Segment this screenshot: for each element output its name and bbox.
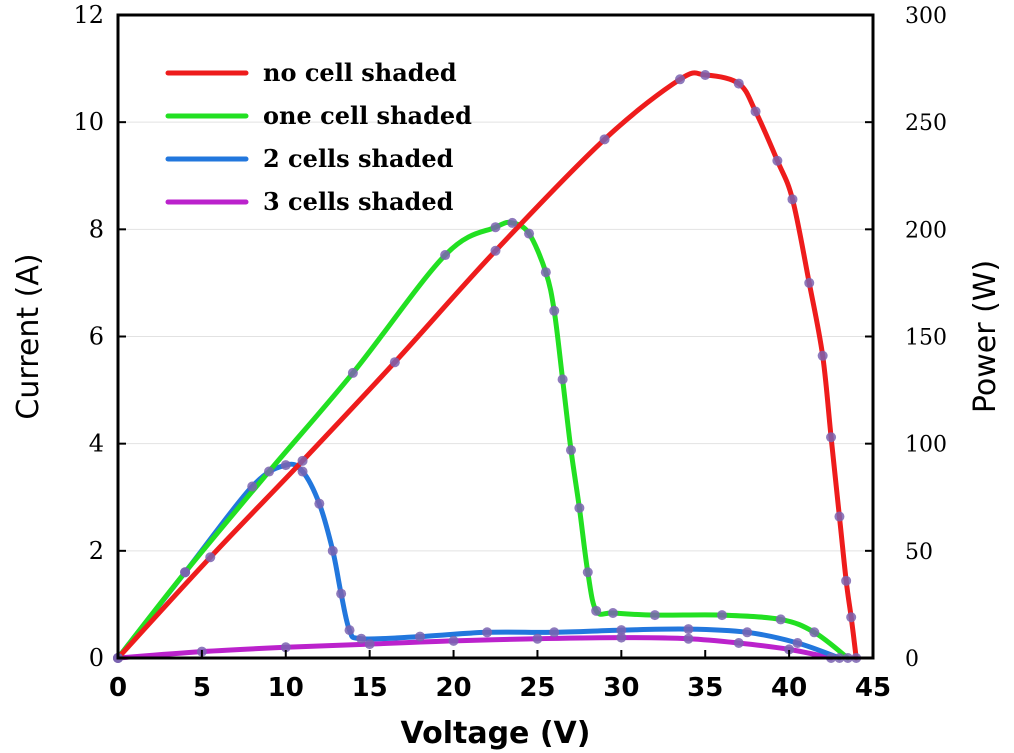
data-point-one-cell-shaded (557, 374, 568, 385)
data-point-no-cell-shaded (841, 575, 852, 586)
y2-tick-label: 300 (905, 4, 947, 29)
x-tick-label: 0 (109, 673, 127, 703)
data-point-2-cells-shaded (327, 545, 338, 556)
data-point-2-cells-shaded (356, 633, 367, 644)
data-point-3-cells-shaded (733, 637, 744, 648)
x-tick-label: 25 (519, 673, 555, 703)
y-tick-label: 2 (89, 537, 104, 565)
y2-axis-title: Power (W) (968, 260, 1003, 413)
y-tick-label: 8 (89, 215, 104, 243)
data-point-no-cell-shaded (834, 511, 845, 522)
data-point-one-cell-shaded (574, 502, 585, 513)
y2-tick-label: 200 (905, 218, 947, 243)
data-point-no-cell-shaded (599, 134, 610, 145)
data-point-no-cell-shaded (733, 78, 744, 89)
data-point-3-cells-shaded (448, 635, 459, 646)
legend-label-3-cells-shaded: 3 cells shaded (263, 187, 454, 216)
data-point-2-cells-shaded (336, 588, 347, 599)
y-tick-label: 12 (73, 1, 104, 29)
legend-label-one-cell-shaded: one cell shaded (263, 101, 472, 130)
data-point-2-cells-shaded (247, 481, 258, 492)
x-tick-label: 35 (687, 673, 723, 703)
data-point-one-cell-shaded (524, 228, 535, 239)
data-point-3-cells-shaded (784, 644, 795, 655)
data-point-one-cell-shaded (775, 614, 786, 625)
data-point-no-cell-shaded (772, 155, 783, 166)
y-tick-label: 4 (89, 430, 104, 458)
x-tick-label: 20 (435, 673, 471, 703)
y2-tick-label: 150 (905, 326, 947, 351)
data-point-3-cells-shaded (683, 633, 694, 644)
data-point-no-cell-shaded (389, 357, 400, 368)
legend-label-2-cells-shaded: 2 cells shaded (263, 144, 454, 173)
data-point-2-cells-shaded (742, 627, 753, 638)
data-point-one-cell-shaded (607, 607, 618, 618)
data-point-one-cell-shaded (540, 267, 551, 278)
y-axis-title: Current (A) (11, 253, 46, 419)
data-point-2-cells-shaded (549, 627, 560, 638)
marker-layer (113, 70, 862, 663)
data-point-one-cell-shaded (591, 605, 602, 616)
y-tick-label: 0 (89, 644, 104, 672)
x-tick-label: 30 (603, 673, 639, 703)
x-tick-label: 15 (352, 673, 388, 703)
series-line-3-cells-shaded (115, 635, 834, 661)
data-point-2-cells-shaded (314, 498, 325, 509)
data-point-3-cells-shaded (616, 632, 627, 643)
data-point-one-cell-shaded (566, 445, 576, 456)
data-point-no-cell-shaded (787, 194, 798, 205)
grid-lines (118, 121, 873, 552)
data-point-2-cells-shaded (683, 624, 694, 635)
data-point-no-cell-shaded (846, 612, 857, 623)
data-point-no-cell-shaded (826, 432, 837, 443)
data-point-2-cells-shaded (482, 627, 493, 638)
data-point-no-cell-shaded (675, 74, 686, 85)
data-point-3-cells-shaded (532, 633, 543, 644)
data-point-3-cells-shaded (280, 642, 291, 653)
data-point-2-cells-shaded (297, 466, 308, 477)
data-point-no-cell-shaded (205, 552, 216, 563)
series-line-2-cells-shaded (115, 461, 842, 661)
data-point-one-cell-shaded (809, 627, 820, 638)
series-line-one-cell-shaded (115, 219, 851, 661)
x-axis-title: Voltage (V) (401, 716, 591, 751)
y2-tick-label: 0 (905, 647, 919, 672)
data-point-2-cells-shaded (344, 625, 355, 636)
data-point-2-cells-shaded (415, 631, 425, 642)
data-point-one-cell-shaded (264, 466, 274, 477)
data-point-no-cell-shaded (750, 106, 761, 117)
x-tick-label: 45 (855, 673, 891, 703)
y2-tick-label: 100 (905, 433, 947, 458)
data-point-one-cell-shaded (582, 567, 593, 578)
legend: no cell shaded one cell shaded 2 cells sha… (165, 58, 472, 216)
data-point-no-cell-shaded (490, 245, 501, 256)
data-point-one-cell-shaded (440, 250, 451, 261)
data-point-2-cells-shaded (280, 460, 291, 471)
data-point-one-cell-shaded (549, 305, 560, 316)
y-tick-label: 10 (73, 108, 104, 136)
data-point-one-cell-shaded (347, 367, 358, 378)
legend-label-no-cell-shaded: no cell shaded (263, 58, 457, 87)
data-point-one-cell-shaded (490, 222, 501, 233)
data-point-no-cell-shaded (817, 350, 828, 361)
data-point-no-cell-shaded (297, 455, 308, 466)
data-point-one-cell-shaded (180, 567, 191, 578)
data-point-3-cells-shaded (364, 639, 375, 650)
data-point-2-cells-shaded (792, 637, 803, 648)
data-point-one-cell-shaded (717, 610, 727, 621)
y2-tick-label: 250 (905, 111, 947, 136)
data-point-no-cell-shaded (804, 277, 815, 288)
x-tick-label: 5 (193, 673, 211, 703)
data-point-one-cell-shaded (649, 610, 660, 621)
x-tick-label: 40 (771, 673, 807, 703)
data-point-one-cell-shaded (507, 217, 518, 228)
tick-layer: 0 2 4 6 8 10 12 0 50 100 150 200 250 300 0 5 10 15 20 25 30 3… (73, 1, 947, 703)
y2-tick-label: 50 (905, 540, 933, 565)
y-tick-label: 6 (89, 323, 104, 351)
data-point-2-cells-shaded (616, 625, 627, 636)
x-tick-label: 10 (268, 673, 304, 703)
data-point-no-cell-shaded (700, 70, 711, 81)
